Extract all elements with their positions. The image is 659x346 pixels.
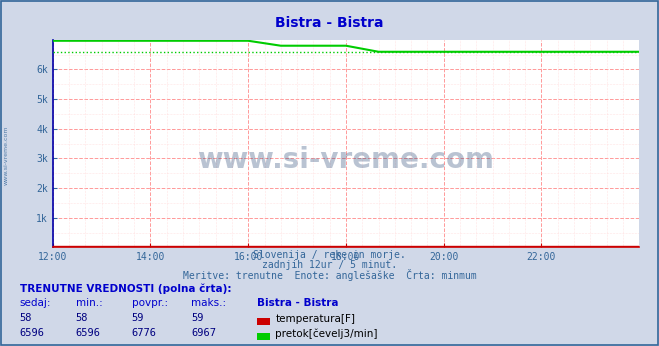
Text: maks.:: maks.: bbox=[191, 298, 226, 308]
Text: 59: 59 bbox=[132, 313, 144, 323]
Text: 59: 59 bbox=[191, 313, 204, 323]
Text: TRENUTNE VREDNOSTI (polna črta):: TRENUTNE VREDNOSTI (polna črta): bbox=[20, 284, 231, 294]
Text: 58: 58 bbox=[20, 313, 32, 323]
Text: Bistra - Bistra: Bistra - Bistra bbox=[275, 16, 384, 29]
Text: Slovenija / reke in morje.: Slovenija / reke in morje. bbox=[253, 250, 406, 260]
Text: 58: 58 bbox=[76, 313, 88, 323]
Text: zadnjih 12ur / 5 minut.: zadnjih 12ur / 5 minut. bbox=[262, 260, 397, 270]
Text: 6596: 6596 bbox=[20, 328, 45, 338]
Text: sedaj:: sedaj: bbox=[20, 298, 51, 308]
Text: www.si-vreme.com: www.si-vreme.com bbox=[3, 126, 9, 185]
Text: Bistra - Bistra: Bistra - Bistra bbox=[257, 298, 339, 308]
Text: 6967: 6967 bbox=[191, 328, 216, 338]
Text: www.si-vreme.com: www.si-vreme.com bbox=[198, 146, 494, 174]
Text: temperatura[F]: temperatura[F] bbox=[275, 315, 355, 325]
Text: 6596: 6596 bbox=[76, 328, 101, 338]
Text: Meritve: trenutne  Enote: anglešaške  Črta: minmum: Meritve: trenutne Enote: anglešaške Črta… bbox=[183, 268, 476, 281]
Text: 6776: 6776 bbox=[132, 328, 157, 338]
Text: pretok[čevelj3/min]: pretok[čevelj3/min] bbox=[275, 328, 378, 339]
Text: min.:: min.: bbox=[76, 298, 103, 308]
Text: povpr.:: povpr.: bbox=[132, 298, 168, 308]
